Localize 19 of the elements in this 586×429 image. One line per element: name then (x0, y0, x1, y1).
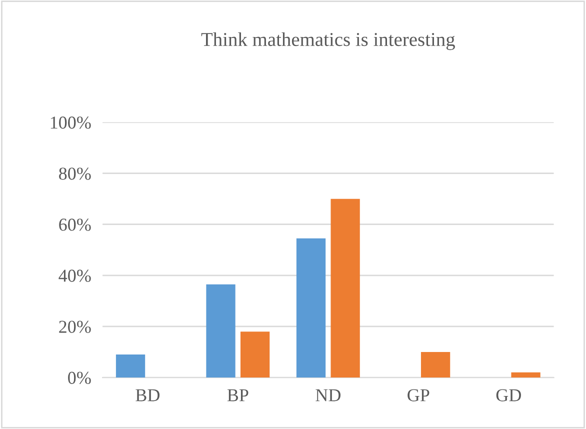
y-tick-label: 20% (59, 320, 91, 333)
bar (330, 198, 360, 378)
y-tick-label: 0% (68, 372, 91, 384)
x-tick-label: ND (316, 389, 340, 402)
bar (511, 372, 540, 378)
y-tick-label: 40% (58, 270, 91, 282)
x-tick-label: GP (408, 389, 430, 402)
y-tick-label: 100% (50, 116, 91, 129)
y-tick-label: 80% (59, 168, 91, 180)
bar (206, 284, 236, 378)
bar (240, 332, 270, 378)
bar (420, 352, 450, 378)
x-tick-label: GD (496, 389, 521, 402)
bar (296, 238, 326, 378)
y-tick-label: 60% (59, 218, 91, 231)
bar (116, 354, 146, 378)
x-tick-label: BD (136, 389, 160, 402)
x-tick-label: BP (227, 389, 248, 402)
chart-title: Think mathematics is interesting (201, 32, 455, 50)
